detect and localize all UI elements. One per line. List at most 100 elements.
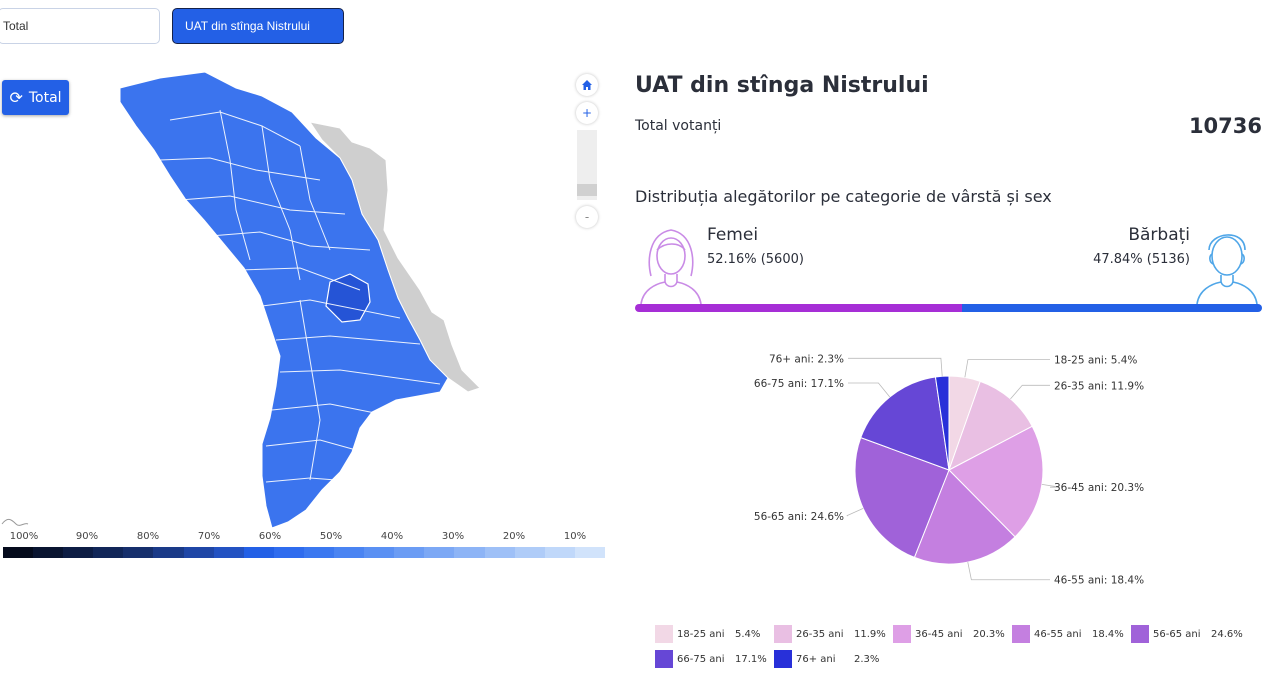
region-title: UAT din stînga Nistrului — [635, 73, 929, 98]
scale-label: 60% — [258, 531, 282, 542]
scale-label: 10% — [563, 531, 587, 542]
legend-swatch — [655, 650, 673, 668]
scale-swatch — [364, 547, 395, 558]
pie-slice[interactable] — [948, 425, 1044, 538]
scale-swatch — [93, 547, 124, 558]
legend-swatch — [1012, 625, 1030, 643]
pie-label-connector — [848, 382, 891, 398]
pie-data-label: 18-25 ani: 5.4% — [1054, 355, 1137, 367]
male-label: Bărbați — [1128, 225, 1190, 245]
legend-item[interactable]: 76+ ani 2.3% — [774, 650, 879, 668]
pie-data-label: 56-65 ani: 24.6% — [754, 511, 844, 523]
scale-swatch — [303, 547, 335, 558]
legend-item[interactable]: 46-55 ani 18.4% — [1012, 625, 1124, 643]
legend-label: 46-55 ani — [1034, 628, 1082, 640]
pie-label-connector — [848, 357, 943, 377]
map-district-borders — [159, 109, 441, 483]
pie-data-label: 36-45 ani: 20.3% — [1054, 482, 1144, 494]
scale-label: 70% — [197, 531, 221, 542]
color-scale-labels: 100% 90% 80% 70% 60% 50% 40% 30% 20% 10% — [0, 531, 605, 545]
scale-label: 90% — [75, 531, 99, 542]
age-distribution-pie-chart: 18-25 ani: 5.4% 26-35 ani: 11.9% 36-45 ani… — [754, 353, 1144, 587]
refresh-icon: ⟳ — [9, 88, 23, 107]
distribution-title: Distribuția alegătorilor pe categorie de… — [635, 187, 1052, 206]
scale-swatch — [334, 547, 365, 558]
scale-label: 80% — [136, 531, 160, 542]
color-scale-bar — [3, 547, 605, 558]
gender-bar-female — [635, 304, 963, 312]
legend-label: 76+ ani — [796, 653, 836, 665]
legend-item[interactable]: 18-25 ani 5.4% — [655, 625, 760, 643]
scale-label: 50% — [319, 531, 343, 542]
reset-button-label: Total — [28, 89, 62, 106]
pie-data-label: 46-55 ani: 18.4% — [1054, 575, 1144, 587]
female-avatar-icon — [640, 229, 702, 304]
legend-item[interactable]: 66-75 ani 17.1% — [655, 650, 767, 668]
pie-label-connector — [967, 562, 1050, 581]
zoom-out-button[interactable]: - — [576, 206, 598, 228]
pie-data-label: 76+ ani: 2.3% — [769, 353, 844, 365]
legend-value: 18.4% — [1092, 628, 1124, 640]
scale-swatch — [454, 547, 485, 558]
home-icon[interactable] — [576, 74, 598, 96]
female-label: Femei — [707, 225, 759, 245]
map-zoom-controls: + - — [576, 74, 598, 234]
total-voters-label: Total votanți — [635, 118, 722, 134]
legend-swatch — [774, 650, 792, 668]
pie-slice[interactable] — [913, 469, 1016, 565]
legend-value: 5.4% — [735, 628, 761, 640]
pie-label-connector — [846, 508, 864, 517]
gender-bar-male — [962, 304, 1262, 312]
scale-swatch — [183, 547, 214, 558]
scale-swatch — [394, 547, 425, 558]
legend-value: 11.9% — [854, 628, 886, 640]
legend-item[interactable]: 36-45 ani 20.3% — [893, 625, 1005, 643]
legend-value: 2.3% — [854, 653, 880, 665]
legend-label: 66-75 ani — [677, 653, 725, 665]
pie-data-label: 66-75 ani: 17.1% — [754, 378, 844, 390]
scale-swatch — [574, 547, 605, 558]
scale-label: 100% — [9, 531, 39, 542]
scale-swatch — [484, 547, 515, 558]
male-value: 47.84% (5136) — [1093, 252, 1190, 267]
map-region-moldova — [119, 71, 449, 529]
zoom-slider-handle[interactable] — [577, 184, 597, 196]
pie-label-connector — [1041, 484, 1060, 488]
pie-label-connector — [1010, 384, 1050, 400]
pie-slice[interactable] — [860, 376, 950, 471]
scale-swatch — [243, 547, 274, 558]
zoom-in-button[interactable]: + — [576, 102, 598, 124]
tab-total[interactable]: Total — [0, 8, 160, 44]
scale-label: 20% — [502, 531, 526, 542]
scale-label: 30% — [441, 531, 465, 542]
tab-uat-stinga-nistrului[interactable]: UAT din stînga Nistrului — [172, 8, 344, 44]
scale-swatch — [63, 547, 94, 558]
scale-label: 40% — [380, 531, 404, 542]
legend-value: 17.1% — [735, 653, 767, 665]
legend-swatch — [1131, 625, 1149, 643]
legend-swatch — [655, 625, 673, 643]
legend-label: 26-35 ani — [796, 628, 844, 640]
scale-swatch — [213, 547, 244, 558]
zoom-slider[interactable] — [577, 130, 597, 200]
pie-slice[interactable] — [948, 380, 1033, 472]
legend-value: 20.3% — [973, 628, 1005, 640]
scale-swatch — [153, 547, 184, 558]
legend-label: 36-45 ani — [915, 628, 963, 640]
male-avatar-icon — [1196, 234, 1258, 304]
legend-label: 18-25 ani — [677, 628, 725, 640]
pie-data-label: 26-35 ani: 11.9% — [1054, 380, 1144, 392]
gender-ratio-bar — [635, 304, 1262, 312]
scale-swatch — [514, 547, 545, 558]
legend-swatch — [774, 625, 792, 643]
scale-swatch — [123, 547, 154, 558]
female-value: 52.16% (5600) — [707, 252, 804, 267]
reset-total-button[interactable]: ⟳ Total — [2, 80, 69, 115]
legend-value: 24.6% — [1211, 628, 1243, 640]
total-voters-value: 10736 — [1188, 114, 1262, 138]
legend-item[interactable]: 26-35 ani 11.9% — [774, 625, 886, 643]
legend-item[interactable]: 56-65 ani 24.6% — [1131, 625, 1243, 643]
scale-swatch — [33, 547, 64, 558]
map-lake-icon — [1, 518, 29, 526]
pie-label-connector — [964, 359, 1050, 378]
